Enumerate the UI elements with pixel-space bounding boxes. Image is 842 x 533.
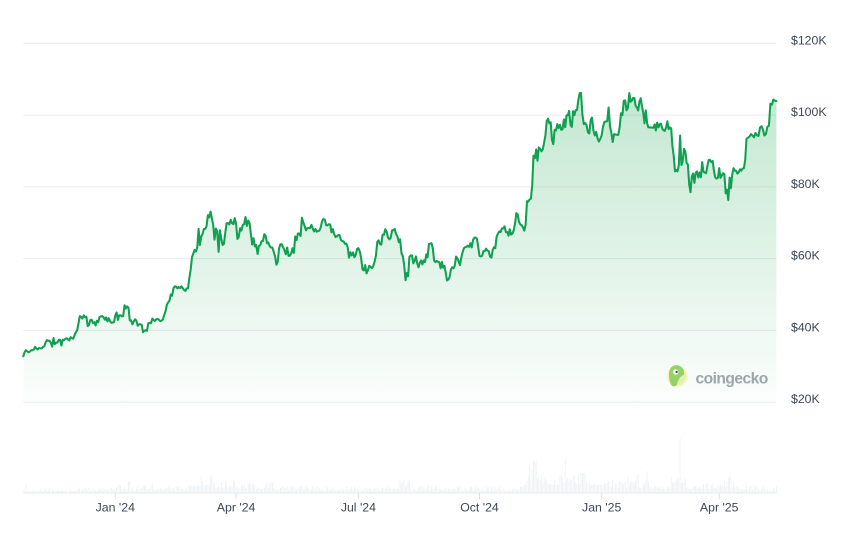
svg-text:Oct '24: Oct '24: [460, 501, 499, 515]
svg-text:$60K: $60K: [791, 249, 821, 263]
svg-text:$40K: $40K: [791, 320, 821, 334]
svg-text:Apr '24: Apr '24: [217, 501, 256, 515]
svg-text:$120K: $120K: [791, 33, 827, 47]
svg-text:Jan '25: Jan '25: [582, 501, 621, 515]
svg-text:Jan '24: Jan '24: [96, 501, 135, 515]
svg-text:$20K: $20K: [791, 392, 821, 406]
svg-text:Jul '24: Jul '24: [341, 501, 376, 515]
svg-text:coingecko: coingecko: [696, 371, 768, 388]
svg-text:Apr '25: Apr '25: [700, 501, 739, 515]
svg-text:$80K: $80K: [791, 177, 821, 191]
svg-text:$100K: $100K: [791, 105, 827, 119]
